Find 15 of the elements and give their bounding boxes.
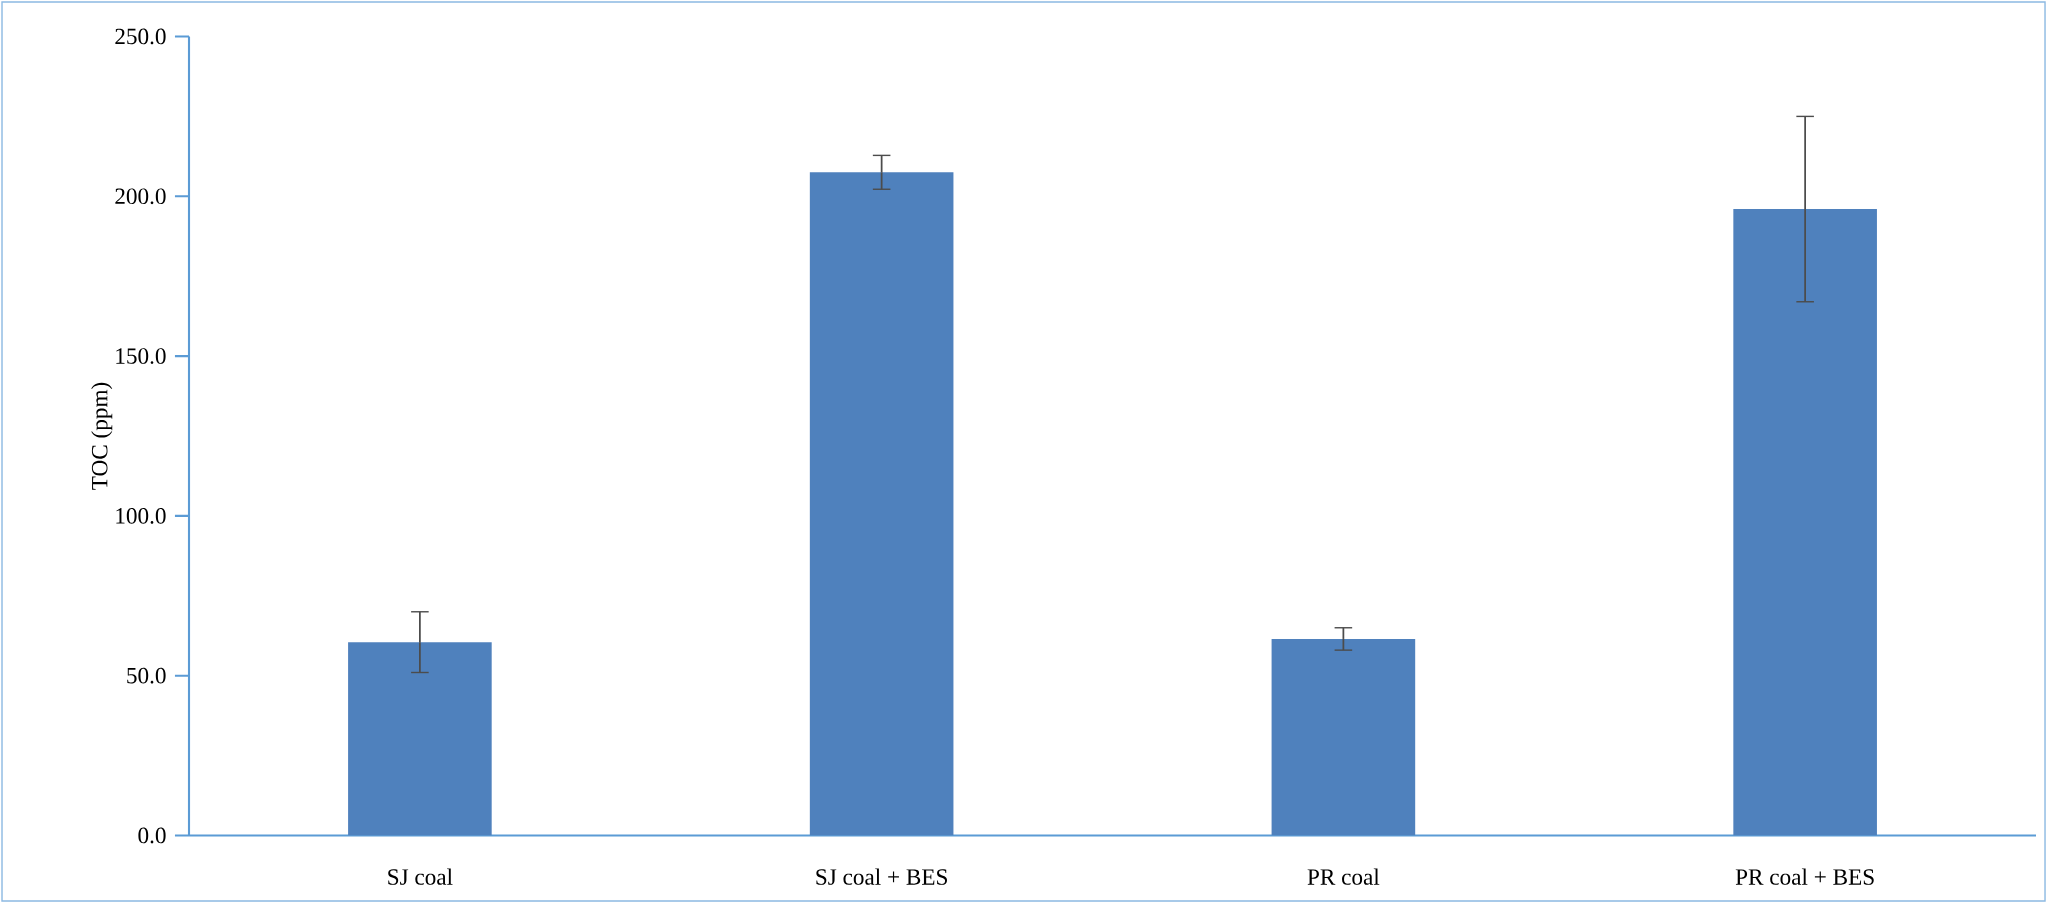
y-tick-label: 150.0 xyxy=(116,348,166,364)
bar xyxy=(348,642,492,836)
y-axis-title: TOC (ppm) xyxy=(91,382,113,490)
x-tick-label: PR coal xyxy=(1307,868,1380,885)
y-tick-label: 100.0 xyxy=(116,508,166,524)
y-tick-label: 200.0 xyxy=(115,188,166,205)
x-tick-label: SJ coal + BES xyxy=(816,868,947,885)
x-tick-label: PR coal + BES xyxy=(1735,868,1874,885)
bar xyxy=(1271,638,1416,836)
y-tick-label: 50.0 xyxy=(127,667,166,684)
bar xyxy=(1733,209,1877,836)
y-tick-label: 0.0 xyxy=(138,827,166,844)
y-tick-label: 250.0 xyxy=(115,28,166,45)
x-tick-label: SJ coal xyxy=(388,868,453,885)
bar xyxy=(809,172,954,836)
